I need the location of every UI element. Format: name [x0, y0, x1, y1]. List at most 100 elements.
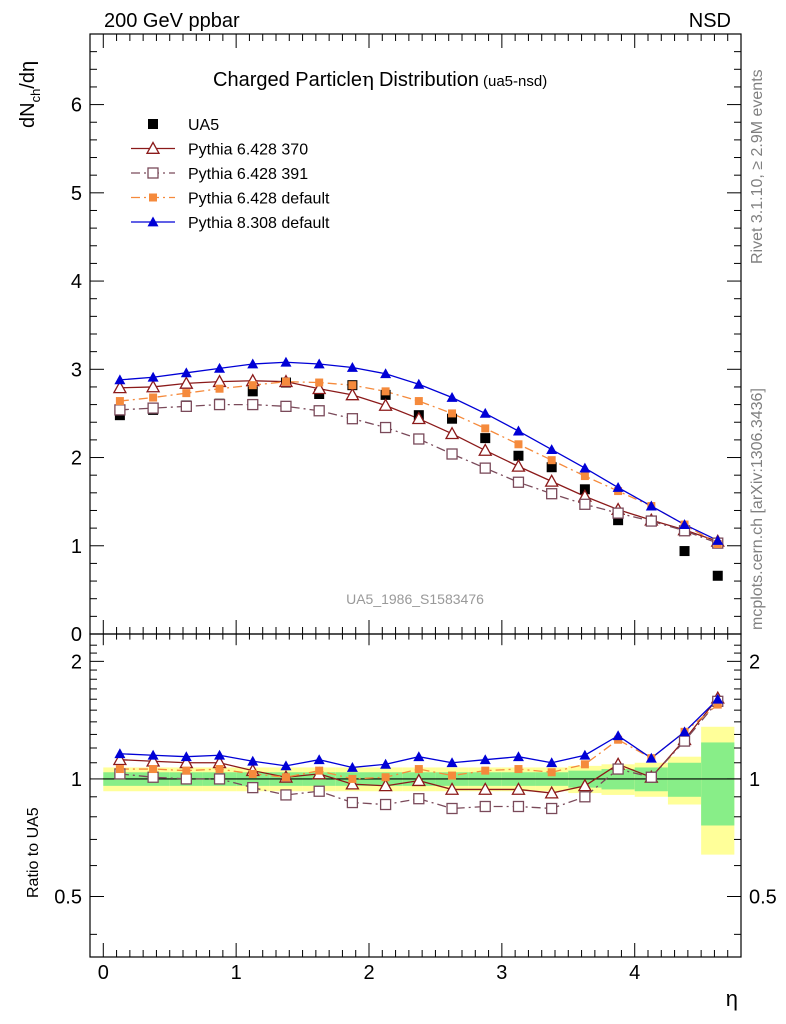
main-data-point — [380, 368, 392, 379]
ratio-y-tick-label: 1 — [71, 769, 82, 791]
ratio-data-point — [280, 789, 292, 801]
ratio-data-point — [448, 771, 457, 780]
main-data-point — [147, 371, 159, 382]
main-data-point — [444, 426, 460, 440]
ratio-data-point — [281, 773, 290, 782]
main-data-point — [378, 398, 393, 411]
ratio-y-tick-label-right: 2 — [749, 651, 760, 673]
legend-marker — [145, 141, 161, 154]
ratio-data-point — [678, 735, 691, 747]
chart-title-main: Charged Particle — [213, 69, 362, 91]
main-data-point — [149, 393, 158, 402]
main-data-point — [413, 433, 425, 445]
ratio-data-point — [182, 766, 191, 775]
main-data-point — [613, 515, 624, 526]
legend-marker — [147, 216, 159, 227]
ratio-data-point — [380, 758, 392, 769]
main-data-point — [114, 404, 126, 416]
main-data-point — [313, 358, 325, 369]
main-data-point — [112, 380, 127, 394]
main-y-tick-label: 2 — [71, 448, 82, 470]
ratio-data-point — [579, 791, 591, 803]
ratio-data-point — [247, 781, 259, 794]
legend-marker — [148, 119, 158, 129]
ratio-data-point — [713, 700, 722, 709]
ratio-data-point — [446, 757, 458, 768]
ratio-data-point — [213, 773, 226, 785]
main-data-point — [247, 398, 259, 411]
main-data-point — [414, 397, 423, 406]
ratio-data-point — [413, 793, 425, 805]
main-data-point — [348, 381, 357, 390]
main-data-point — [313, 405, 325, 417]
ratio-data-point — [679, 726, 691, 737]
main-data-point — [281, 377, 290, 386]
main-data-point — [512, 476, 525, 488]
main-data-point — [379, 421, 392, 434]
main-data-point — [480, 433, 491, 444]
main-data-point — [147, 402, 159, 414]
ratio-data-point — [114, 748, 126, 759]
main-data-point — [679, 519, 691, 529]
ratio-data-point — [411, 773, 426, 787]
ratio-data-point — [381, 773, 390, 782]
ratio-band-inner — [701, 742, 735, 826]
ratio-data-point — [147, 771, 159, 783]
main-data-point — [213, 398, 226, 411]
main-data-point — [446, 448, 458, 460]
ratio-data-point — [511, 782, 526, 795]
main-data-point — [411, 411, 426, 425]
ratio-data-point — [414, 765, 423, 774]
ratio-data-point — [180, 751, 192, 762]
legend-label: Pythia 6.428 default — [188, 191, 330, 208]
ratio-data-point — [149, 765, 158, 774]
main-data-point — [280, 356, 292, 367]
ratio-data-point — [544, 785, 559, 799]
ratio-data-point — [546, 757, 558, 768]
ratio-y-tick-label-right: 0.5 — [749, 887, 777, 909]
main-y-tick-label: 6 — [71, 95, 82, 117]
analysis-watermark: UA5_1986_S1583476 — [346, 591, 484, 607]
ratio-series — [112, 690, 725, 815]
header-left: 200 GeV ppbar — [104, 10, 240, 32]
main-data-point — [180, 367, 192, 378]
legend-marker — [147, 167, 159, 179]
main-y-tick-label: 0 — [71, 624, 82, 646]
ratio-data-point — [215, 765, 224, 774]
ratio-data-point — [512, 800, 525, 813]
main-data-point — [312, 381, 327, 395]
main-data-point — [546, 462, 557, 473]
main-y-label: dNch/dη — [17, 61, 43, 128]
main-data-point — [446, 392, 458, 402]
ratio-data-point — [547, 768, 556, 777]
main-y-tick-label: 5 — [71, 183, 82, 205]
chart-title-tag: (ua5-nsd) — [483, 73, 547, 90]
ratio-data-point — [645, 752, 657, 763]
main-data-point — [280, 400, 292, 413]
ratio-data-point — [577, 778, 592, 792]
main-data-point — [547, 456, 556, 465]
main-data-point — [546, 444, 558, 454]
main-data-point — [447, 413, 458, 424]
ratio-y-tick-label: 2 — [71, 651, 82, 673]
main-data-point — [247, 358, 259, 369]
main-data-point — [180, 400, 192, 413]
main-data-point — [712, 570, 723, 581]
ratio-data-point — [247, 755, 259, 766]
ratio-data-point — [180, 773, 192, 785]
legend-marker — [149, 193, 157, 202]
main-data-point — [479, 407, 491, 418]
main-data-point — [645, 515, 657, 527]
main-data-point — [481, 424, 490, 433]
main-data-point — [712, 534, 724, 545]
ratio-y-tick-label: 0.5 — [54, 887, 82, 909]
ratio-data-point — [612, 763, 624, 775]
main-data-point — [345, 387, 360, 401]
ratio-data-point — [580, 760, 589, 769]
main-data-point — [513, 450, 524, 461]
main-data-point — [478, 443, 493, 456]
main-data-point — [479, 462, 491, 474]
ratio-data-point — [514, 765, 523, 774]
ratio-data-point — [115, 765, 124, 774]
main-data-point — [679, 546, 690, 557]
